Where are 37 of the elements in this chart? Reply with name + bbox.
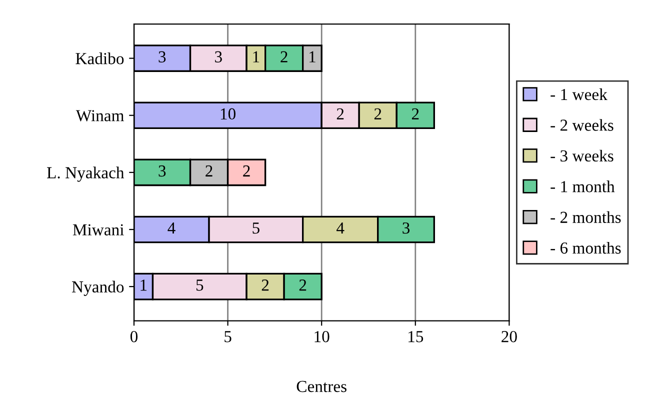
legend-label: - 2 weeks xyxy=(550,119,614,131)
data-label: 2 xyxy=(206,165,212,176)
x-tick-label: 10 xyxy=(314,331,330,342)
x-tick-label: 15 xyxy=(408,331,424,342)
x-tick-label: 5 xyxy=(224,331,232,342)
legend-label: - 6 months xyxy=(550,242,621,254)
x-tick-label: 0 xyxy=(130,331,138,342)
legend-label: - 1 week xyxy=(550,88,608,100)
data-label: 2 xyxy=(374,108,382,120)
y-tick-label: Nyando xyxy=(72,280,124,296)
legend-label: - 1 month xyxy=(550,180,615,192)
data-label: 5 xyxy=(196,280,204,291)
data-label: 3 xyxy=(215,51,222,62)
y-tick-label: Winam xyxy=(76,110,124,122)
data-label: 1 xyxy=(310,51,316,62)
data-label: 3 xyxy=(402,222,410,234)
y-tick-label: Kadibo xyxy=(76,52,124,64)
data-label: 4 xyxy=(336,222,344,234)
data-label: 5 xyxy=(252,222,260,234)
legend-label: - 3 weeks xyxy=(550,150,614,162)
data-label: 1 xyxy=(253,51,260,62)
data-label: 2 xyxy=(280,51,288,62)
y-tick-label: L. Nyakach xyxy=(47,166,124,182)
data-label: 3 xyxy=(158,51,166,62)
data-label: 1 xyxy=(140,280,147,291)
x-tick-label: 20 xyxy=(502,331,517,342)
data-label: 3 xyxy=(158,165,166,177)
legend-label: - 2 months xyxy=(550,211,621,223)
data-label: 4 xyxy=(168,222,176,234)
data-label: 2 xyxy=(243,165,250,176)
data-label: 10 xyxy=(220,108,236,120)
data-label: 2 xyxy=(412,108,419,120)
y-tick-label: Miwani xyxy=(72,224,124,236)
data-label: 2 xyxy=(262,280,269,291)
data-label: 2 xyxy=(299,280,306,291)
data-label: 2 xyxy=(336,108,344,120)
x-axis-title: Centres xyxy=(296,380,346,392)
